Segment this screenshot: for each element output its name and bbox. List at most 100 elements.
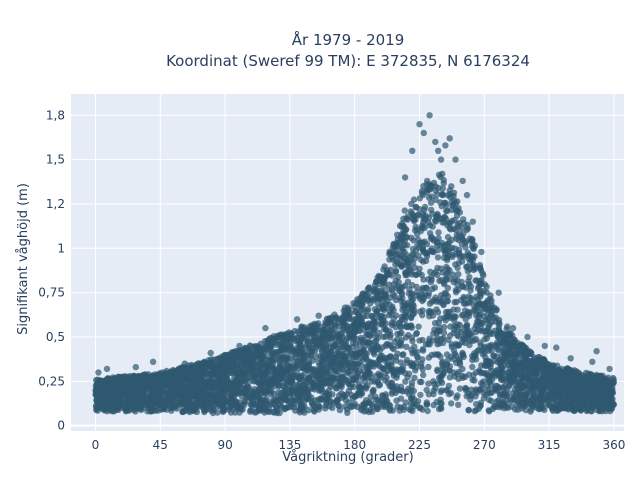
data-point [102, 377, 109, 384]
data-point [264, 364, 271, 371]
data-point [386, 248, 393, 255]
data-point [201, 383, 209, 390]
data-point [389, 303, 396, 310]
data-point [286, 373, 293, 380]
data-point [233, 405, 241, 412]
data-point [445, 239, 453, 246]
data-point [407, 294, 415, 301]
data-point [222, 386, 229, 394]
data-point [431, 217, 439, 224]
data-point [452, 289, 460, 296]
data-point [409, 259, 417, 267]
data-point [375, 382, 382, 389]
data-point [502, 341, 510, 348]
data-point [442, 387, 450, 394]
data-point [344, 304, 352, 311]
data-point [467, 287, 474, 294]
data-point [462, 300, 469, 307]
data-point [376, 372, 383, 379]
data-point [434, 254, 442, 261]
data-point [293, 381, 301, 388]
data-point [263, 370, 270, 378]
data-point [386, 286, 393, 294]
data-point [268, 381, 275, 389]
data-point [291, 400, 298, 408]
data-point [427, 268, 434, 275]
data-point [507, 330, 514, 337]
data-point [434, 366, 441, 373]
data-point [412, 367, 419, 374]
data-point [397, 395, 405, 402]
data-point [472, 277, 479, 284]
data-point [229, 394, 236, 402]
data-point [474, 317, 481, 325]
data-point [316, 403, 323, 410]
data-point [387, 266, 394, 273]
data-point [512, 350, 519, 357]
data-point [610, 401, 617, 408]
data-point [503, 392, 510, 400]
data-point [318, 335, 325, 343]
data-point [334, 329, 341, 337]
data-point [275, 357, 283, 364]
data-point [275, 400, 282, 408]
data-point [441, 323, 448, 331]
data-point [382, 393, 389, 400]
data-point [169, 366, 177, 374]
data-point [438, 359, 446, 367]
data-point [465, 293, 472, 300]
data-point [452, 340, 460, 348]
data-point [425, 219, 432, 226]
data-point [530, 390, 538, 397]
data-point [186, 375, 194, 382]
data-point [582, 369, 590, 377]
data-point [454, 221, 461, 228]
data-point [426, 230, 434, 237]
data-point [287, 389, 294, 397]
data-point [491, 304, 498, 311]
data-point [338, 350, 345, 358]
data-point [208, 392, 215, 399]
data-point [366, 332, 374, 340]
data-point [277, 374, 285, 381]
data-point [315, 396, 322, 403]
data-point [404, 242, 411, 249]
data-point [503, 352, 510, 359]
data-point [392, 354, 400, 361]
data-point [343, 369, 350, 376]
data-point [234, 367, 242, 374]
data-point [491, 403, 498, 411]
data-point [429, 223, 436, 230]
data-point [386, 402, 394, 409]
data-point [279, 340, 286, 348]
chart-title-line-1: År 1979 - 2019 [292, 30, 405, 49]
data-point [97, 382, 104, 389]
data-point [134, 400, 141, 407]
data-point [452, 226, 459, 233]
data-point [245, 349, 252, 356]
data-point [358, 293, 365, 301]
data-point [430, 378, 437, 385]
data-point [460, 216, 467, 223]
data-point [468, 391, 475, 398]
data-point [440, 370, 447, 377]
data-point [446, 187, 453, 194]
data-point [305, 395, 312, 403]
data-point [368, 401, 375, 408]
data-point [392, 312, 400, 319]
data-point [227, 353, 234, 361]
data-point [459, 283, 466, 290]
data-point [395, 278, 402, 286]
data-point [326, 332, 334, 340]
data-point [464, 225, 471, 232]
data-point [388, 379, 395, 386]
data-point [481, 336, 488, 343]
data-point [403, 356, 411, 364]
data-point [435, 229, 442, 236]
data-point [308, 322, 315, 329]
data-point [350, 402, 357, 410]
data-point [268, 338, 276, 345]
data-point [548, 386, 555, 394]
data-point [508, 369, 516, 376]
data-point [465, 255, 472, 262]
